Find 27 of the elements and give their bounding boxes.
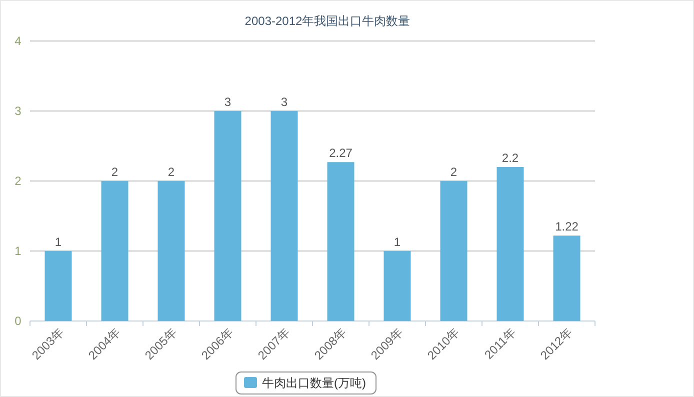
bar (496, 167, 524, 321)
chart-title: 2003-2012年我国出口牛肉数量 (244, 14, 410, 28)
legend-label: 牛肉出口数量(万吨) (262, 376, 366, 390)
bar (44, 251, 72, 321)
y-tick-label: 0 (14, 314, 22, 328)
data-label: 1 (54, 235, 62, 249)
data-label: 2 (111, 165, 118, 179)
bar (553, 236, 580, 321)
bar (270, 111, 298, 321)
y-tick-label: 1 (14, 244, 22, 258)
y-tick-label: 2 (14, 174, 22, 188)
data-label: 1.22 (555, 220, 579, 234)
y-tick-label: 4 (14, 34, 22, 48)
bar (214, 111, 242, 321)
data-label: 3 (224, 95, 232, 109)
bar (101, 181, 128, 321)
data-label: 3 (280, 95, 288, 109)
bar (158, 181, 185, 321)
y-tick-label: 3 (14, 104, 22, 118)
data-label: 2 (450, 165, 458, 179)
bar (384, 251, 411, 321)
data-label: 2.2 (502, 151, 519, 165)
data-label: 1 (394, 235, 401, 249)
data-label: 2 (168, 165, 175, 179)
bar (327, 162, 354, 321)
data-label: 2.27 (329, 146, 353, 160)
bar (440, 181, 468, 321)
